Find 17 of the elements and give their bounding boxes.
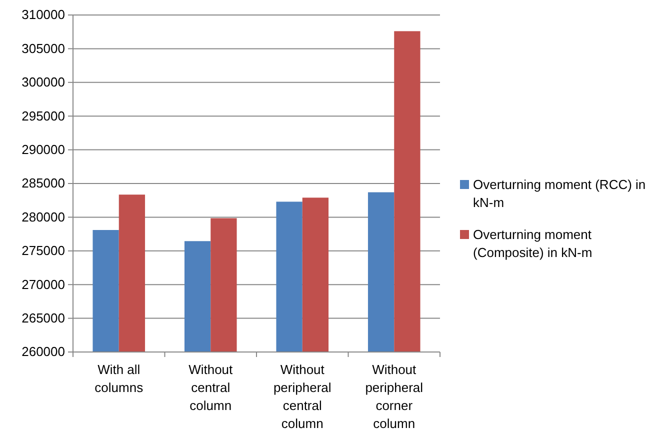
legend-label: Overturning moment (RCC) in kN-m <box>473 177 646 210</box>
y-tick-label: 305000 <box>22 40 65 56</box>
y-tick-label: 310000 <box>22 7 65 22</box>
y-tick-label: 270000 <box>22 276 65 292</box>
x-tick-label: Without peripheral central column <box>273 362 332 431</box>
y-tick-label: 265000 <box>22 310 65 326</box>
y-tick-label: 260000 <box>22 344 65 360</box>
x-tick-label: With all columns <box>94 362 144 395</box>
x-tick-label: Without peripheral corner column <box>365 362 424 431</box>
y-tick-label: 285000 <box>22 176 65 191</box>
x-tick-label: Without central column <box>188 362 234 413</box>
y-tick-label: 295000 <box>22 108 65 124</box>
y-tick-label: 275000 <box>22 243 65 258</box>
y-tick-label: 280000 <box>22 209 65 224</box>
y-tick-label: 300000 <box>22 74 65 90</box>
legend-label: Overturning moment (Composite) in kN-m <box>473 227 592 260</box>
y-tick-label: 290000 <box>22 142 65 157</box>
